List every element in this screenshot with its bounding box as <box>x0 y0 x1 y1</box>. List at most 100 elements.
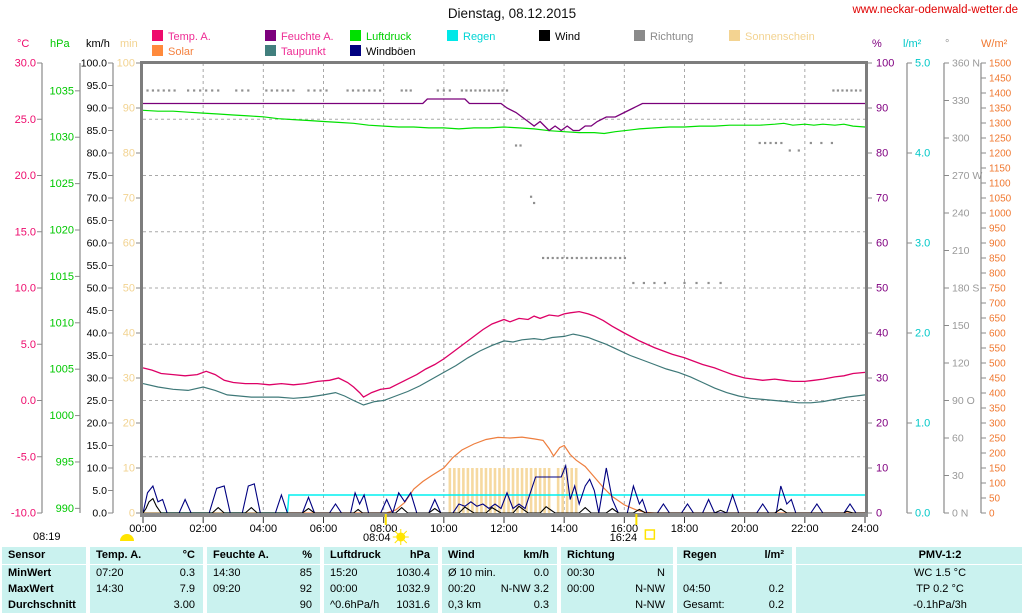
svg-text:1350: 1350 <box>989 104 1012 115</box>
table-row: 07:20 0.3 <box>90 565 203 581</box>
table-row: 00:00 N-NW <box>561 581 673 597</box>
table-row: Gesamt: 0.2 <box>677 597 792 613</box>
svg-text:270 W: 270 W <box>952 170 982 182</box>
table-row: Ø 10 min. 0.0 <box>442 565 557 581</box>
temperature-series <box>142 310 866 398</box>
table-column-pmv-1-2: PMV-1:2 WC 1.5 °C TP 0.2 °C -0.1hPa/3h <box>796 547 1022 613</box>
table-column-feuchte-a: Feuchte A.% 14:30 85 09:20 92 90 <box>207 547 320 613</box>
svg-text:20.0: 20.0 <box>15 170 36 182</box>
website-link[interactable]: www.neckar-odenwald-wetter.de <box>852 4 1018 16</box>
svg-text:60.0: 60.0 <box>87 238 108 250</box>
column-header: PMV-1:2 <box>918 549 962 561</box>
svg-text:50: 50 <box>989 494 1001 505</box>
axis-unit-w-m: W/m² <box>981 38 1008 50</box>
axis-unit-min: min <box>120 38 138 50</box>
time-cell: Ø 10 min. <box>448 567 496 579</box>
svg-text:70: 70 <box>876 193 888 205</box>
svg-text:95.0: 95.0 <box>87 80 108 92</box>
legend-item-temp-a: Temp. A. <box>152 30 211 43</box>
value-cell: TP 0.2 °C <box>916 583 964 595</box>
table-row: TP 0.2 °C <box>796 581 1022 597</box>
axis-unit-: ° <box>945 38 950 50</box>
humidity-axis: 0 10 20 30 40 50 60 70 80 90 100 <box>867 58 894 520</box>
svg-text:300: 300 <box>989 419 1006 430</box>
legend-swatch-regen-icon <box>447 30 458 41</box>
svg-text:60: 60 <box>876 238 888 250</box>
table-header-row: Feuchte A.% <box>207 547 320 565</box>
svg-text:1400: 1400 <box>989 89 1012 100</box>
legend-swatch-luftdruck-icon <box>350 30 361 41</box>
svg-text:330: 330 <box>952 95 970 107</box>
direction-axis: 0 N 30 60 90 O 120 150 180 S 210 240 270 W 300 330 3… <box>943 58 982 520</box>
table-header-row: Richtung <box>561 547 673 565</box>
svg-text:700: 700 <box>989 299 1006 310</box>
svg-text:10:00: 10:00 <box>430 523 458 535</box>
svg-text:300: 300 <box>952 133 970 145</box>
legend-swatch-temp-a-icon <box>152 30 163 41</box>
svg-text:360 N: 360 N <box>952 58 980 70</box>
value-cell: N-NW <box>635 599 665 611</box>
svg-text:90.0: 90.0 <box>87 103 108 115</box>
svg-text:12:00: 12:00 <box>490 523 518 535</box>
axis-unit-km-h: km/h <box>86 38 110 50</box>
svg-text:50: 50 <box>876 283 888 295</box>
svg-text:950: 950 <box>989 224 1006 235</box>
svg-text:550: 550 <box>989 344 1006 355</box>
value-cell: 85 <box>299 567 312 579</box>
table-column-luftdruck: Luftdruck hPa 15:20 1030.4 00:00 1032.9 ^0.6hP… <box>324 547 438 613</box>
legend-swatch-windb-en-icon <box>350 45 361 56</box>
svg-text:650: 650 <box>989 314 1006 325</box>
svg-text:20:00: 20:00 <box>731 523 759 535</box>
table-row: Durchschnitt <box>2 597 86 613</box>
svg-text:1000: 1000 <box>50 410 74 422</box>
table-header-row: PMV-1:2 <box>796 547 1022 565</box>
svg-text:30: 30 <box>123 373 135 385</box>
table-row: 0,3 km 0.3 <box>442 597 557 613</box>
svg-text:80: 80 <box>876 148 888 160</box>
plot-border <box>140 61 868 517</box>
svg-text:30: 30 <box>952 470 964 482</box>
svg-text:30.0: 30.0 <box>87 373 108 385</box>
column-unit: l/m² <box>764 549 784 561</box>
table-row: N-NW <box>561 597 673 613</box>
table-row: MaxWert <box>2 581 86 597</box>
svg-text:10: 10 <box>123 463 135 475</box>
svg-text:50: 50 <box>123 283 135 295</box>
svg-text:14:00: 14:00 <box>550 523 578 535</box>
value-cell: N-NW 3.2 <box>500 583 549 595</box>
svg-text:55.0: 55.0 <box>87 260 108 272</box>
legend-label: Richtung <box>650 31 694 43</box>
legend-swatch-sonnenschein-icon <box>729 30 740 41</box>
table-row <box>677 565 792 581</box>
table-row: 15:20 1030.4 <box>324 565 438 581</box>
svg-text:45.0: 45.0 <box>87 305 108 317</box>
table-column-wind: Wind km/h Ø 10 min. 0.0 00:20 N-NW 3.2 0,3 km 0… <box>442 547 557 613</box>
time-cell: 00:00 <box>567 583 595 595</box>
svg-text:-5.0: -5.0 <box>17 451 36 463</box>
column-header: Temp. A. <box>96 549 142 561</box>
time-cell: 04:50 <box>683 583 711 595</box>
table-row: WC 1.5 °C <box>796 565 1022 581</box>
svg-text:600: 600 <box>989 329 1006 340</box>
legend-item-richtung: Richtung <box>634 30 693 43</box>
svg-text:30.0: 30.0 <box>15 58 36 70</box>
svg-text:70: 70 <box>123 193 135 205</box>
legend-item-regen: Regen <box>447 30 495 43</box>
solar-series <box>143 436 865 514</box>
x-axis: 00:00 02:00 04:00 06:00 08:00 10:00 12:00 14:00… <box>129 517 879 535</box>
svg-text:450: 450 <box>989 374 1006 385</box>
time-cell: 15:20 <box>330 567 358 579</box>
svg-text:10.0: 10.0 <box>15 283 36 295</box>
svg-text:5.0: 5.0 <box>915 58 930 70</box>
svg-text:150: 150 <box>989 464 1006 475</box>
sun-time-badge: 08:19 <box>33 531 134 543</box>
svg-text:5.0: 5.0 <box>21 339 36 351</box>
svg-text:40.0: 40.0 <box>87 328 108 340</box>
table-row: 09:20 92 <box>207 581 320 597</box>
sunshine-series <box>448 468 578 513</box>
svg-text:1500: 1500 <box>989 59 1012 70</box>
wind-axis: 0.0 5.0 10.0 15.0 20.0 25.0 30.0 35.0 40.0 45.0 50… <box>81 58 114 520</box>
legend-item-taupunkt: Taupunkt <box>265 45 326 58</box>
svg-text:0: 0 <box>876 508 882 520</box>
direction-series <box>146 89 862 285</box>
